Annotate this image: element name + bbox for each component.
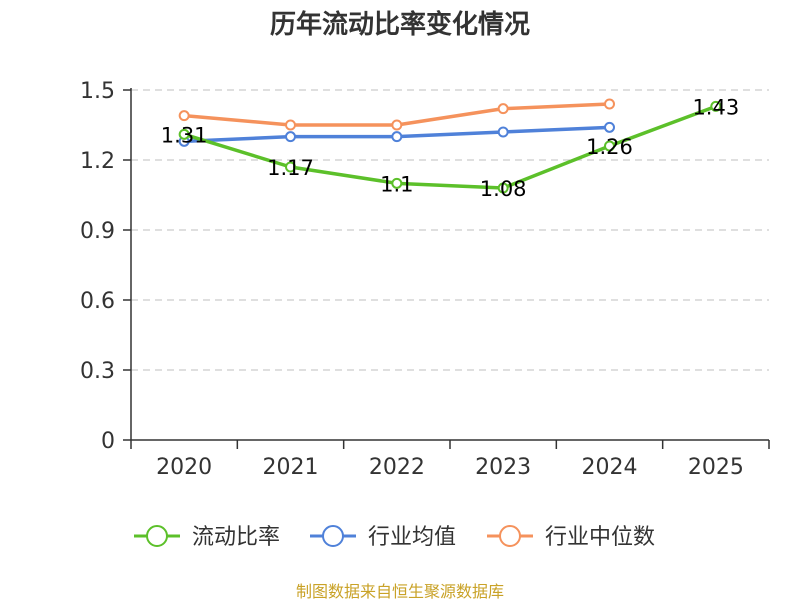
y-tick-label: 0.6	[80, 289, 115, 314]
data-label: 1.43	[692, 95, 739, 119]
data-point	[285, 161, 296, 173]
legend-swatch-marker	[499, 525, 521, 547]
legend: 流动比率 行业均值 行业中位数	[134, 525, 655, 550]
y-tick-label: 1.2	[80, 149, 115, 174]
data-point	[497, 126, 509, 138]
data-point	[391, 131, 403, 143]
y-tick-label: 0	[101, 429, 115, 454]
x-tick-label: 2021	[263, 455, 319, 480]
x-tick-label: 2020	[156, 455, 212, 480]
data-label: 1.1	[380, 172, 413, 196]
grid-lines	[131, 89, 769, 371]
data-point	[497, 182, 509, 194]
data-point	[285, 119, 296, 131]
x-tick-label: 2024	[582, 455, 638, 480]
legend-swatch-marker	[146, 525, 168, 547]
legend-label: 行业均值	[368, 525, 456, 550]
x-tick-label: 2022	[369, 455, 425, 480]
data-point	[285, 131, 296, 143]
x-tick-label: 2025	[688, 455, 744, 480]
chart-title: 历年流动比率变化情况	[269, 10, 530, 40]
data-point	[604, 121, 615, 133]
data-point	[178, 128, 190, 140]
data-point	[604, 140, 615, 152]
data-labels: 1.31 1.17 1.1 1.08 1.26 1.43	[161, 95, 739, 201]
data-label: 1.17	[267, 156, 314, 180]
data-label: 1.31	[161, 123, 208, 147]
legend-swatch-marker	[322, 525, 344, 547]
series-lines	[178, 98, 722, 194]
data-point	[178, 110, 190, 122]
legend-label: 流动比率	[192, 525, 280, 550]
y-tick-label: 0.9	[80, 219, 115, 244]
axes: 0 0.3 0.6 0.9 1.2 1.5 2020 2021 2022 2023 2024 2025	[80, 79, 770, 480]
data-point	[710, 100, 722, 112]
data-point	[391, 119, 403, 131]
source-note: 制图数据来自恒生聚源数据库	[295, 582, 504, 601]
x-tick-label: 2023	[475, 455, 531, 480]
legend-label: 行业中位数	[545, 525, 655, 550]
data-label: 1.26	[586, 135, 633, 159]
data-point	[497, 103, 509, 115]
data-label: 1.08	[480, 177, 527, 201]
series-line-0	[183, 104, 717, 190]
data-point	[391, 177, 403, 189]
data-point	[604, 98, 615, 110]
y-tick-label: 1.5	[80, 79, 115, 104]
y-tick-label: 0.3	[80, 359, 115, 384]
